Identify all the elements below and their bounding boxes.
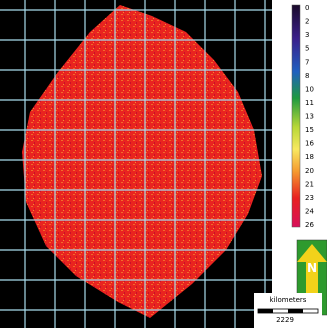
legend-label: 2 [305,18,309,26]
legend-label: 8 [305,72,309,80]
legend-label: 13 [305,113,314,121]
scale-bar-segment [288,309,303,313]
legend-label: 7 [305,58,309,66]
legend-label: 3 [305,31,309,39]
page: {"legend": {"labels": ["0", "2", "3", "5… [0,0,327,328]
scale-bar: kilometers 2229 [254,293,322,328]
scale-value: 2229 [276,316,294,324]
legend-label: 18 [305,153,314,161]
scale-bar-segment [258,309,273,313]
legend-label: 23 [305,194,314,202]
legend-label: 10 [305,85,314,93]
legend-label: 21 [305,180,314,188]
legend-label: 24 [305,207,314,215]
north-label: N [307,261,317,275]
legend-label: 15 [305,126,314,134]
legend-label: 20 [305,167,314,175]
legend-label: 0 [305,4,309,12]
legend-color-ramp [292,5,300,227]
legend-label: 5 [305,45,309,53]
legend-label: 11 [305,99,314,107]
legend-label: 16 [305,140,314,148]
scale-unit: kilometers [270,296,307,304]
map-view: 0235781011131516182021232426 N kilometer… [0,0,327,328]
legend-label: 26 [305,221,314,229]
